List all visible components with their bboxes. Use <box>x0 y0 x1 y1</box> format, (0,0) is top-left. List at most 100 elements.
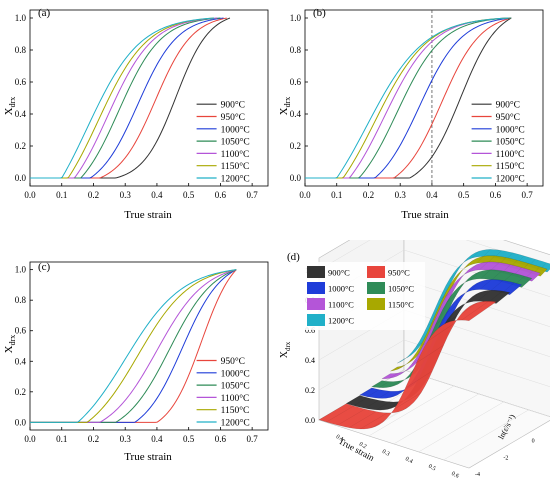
x-tick-label-a: 0.0 <box>24 190 36 200</box>
y-tick-label-a: 0.6 <box>15 77 27 87</box>
y-axis-label-a: Xdrx <box>3 97 17 116</box>
series-line-b <box>305 17 512 179</box>
surface-mesh-line <box>468 281 481 292</box>
legend-swatch-d <box>367 266 385 278</box>
x-tick-label-a: 0.1 <box>56 190 67 200</box>
legend-label-b: 1000°C <box>496 124 525 135</box>
surface-mesh-line <box>456 272 466 281</box>
floor-grid-line <box>443 409 529 461</box>
plot-frame-c <box>29 261 269 431</box>
surface-mesh-line <box>393 392 422 410</box>
x-tick-label-c: 0.6 <box>215 434 227 444</box>
series-line-b <box>305 17 512 179</box>
series-line-a <box>30 17 231 179</box>
surface-mesh-line <box>465 260 473 268</box>
legend-label-a: 1000°C <box>221 124 250 135</box>
surface-mesh-line <box>472 251 480 259</box>
x-axis-label-b: True strain <box>401 209 449 221</box>
x-tick-label-c: 0.5 <box>183 434 195 444</box>
legend-label-c: 950°C <box>221 356 245 367</box>
x-tick-label-c: 0.7 <box>247 434 259 444</box>
x-tick-label-a: 0.4 <box>151 190 163 200</box>
panel-label-a: (a) <box>38 7 51 19</box>
surface-mesh-line <box>438 308 467 328</box>
y-tick-label-b: 0.6 <box>290 77 302 87</box>
x-tick-label-d: 0.2 <box>358 441 367 450</box>
surface-mesh-line <box>405 370 433 389</box>
series-line-a <box>30 17 224 179</box>
y-tick-label-c: 0.8 <box>15 295 27 305</box>
surface-area-d: 0.00.20.40.60.81.00.10.20.30.40.50.6-4-2… <box>305 240 550 480</box>
plot-area-a: 0.0 0.1 0.2 0.3 0.4 0.5 0.6 0.7 0.0 0.2 0.4 0.6 0.8 1… <box>15 9 269 200</box>
x-tick-label-a: 0.3 <box>120 190 132 200</box>
legend-label-b: 1100°C <box>496 149 525 160</box>
surface-mesh-line <box>348 411 377 428</box>
surface-mesh-line <box>376 401 390 411</box>
chart-panel-a: (a) 0.0 0.1 0.2 0.3 0.4 0.5 0.6 0.7 0.0 0.2 0.4 0.6… <box>3 7 269 221</box>
series-line-a <box>30 17 218 179</box>
legend-label-a: 950°C <box>221 112 245 123</box>
surface-mesh-line <box>469 271 480 281</box>
x-tick-label-c: 0.0 <box>24 434 36 444</box>
legend-label-a: 900°C <box>221 100 245 111</box>
y-axis-label-d: Xdrx <box>279 341 292 358</box>
x-tick-label-c: 0.3 <box>120 434 132 444</box>
y-axis-label-c: Xdrx <box>3 335 17 354</box>
x-axis-label-a: True strain <box>124 209 172 221</box>
chart-panel-d: (d) 0.00.20.40.60.81.00.10.20.30.40.50.6… <box>279 240 550 480</box>
y-tick-label-b: 1.0 <box>290 13 302 23</box>
surface-mesh-line <box>491 270 503 280</box>
x-tick-label-b: 0.7 <box>522 190 534 200</box>
surface-mesh-line <box>453 271 462 279</box>
surface-band-950c <box>318 300 497 430</box>
x-tick-label-b: 0.5 <box>458 190 470 200</box>
surface-band-1200c <box>397 249 550 364</box>
y-tick-label-c: 0.0 <box>15 417 27 427</box>
x-tick-label-b: 0.6 <box>490 190 502 200</box>
z-tick-label-d: -4 <box>475 472 480 478</box>
y-tick-label-d: 0.4 <box>305 356 315 365</box>
surface-mesh-line <box>445 289 455 297</box>
y-tick-label-c: 1.0 <box>15 265 27 275</box>
floor-grid-line <box>418 401 504 453</box>
legend-label-c: 1050°C <box>221 381 250 392</box>
y-tick-label-c: 0.6 <box>15 326 27 336</box>
surface-mesh-line <box>367 389 380 397</box>
surface-mesh-line <box>416 344 444 364</box>
legend-label-b: 950°C <box>496 112 520 123</box>
y-tick-label-d: 0.0 <box>305 416 315 425</box>
x-tick-label-a: 0.2 <box>88 190 99 200</box>
x-tick-label-c: 0.1 <box>56 434 67 444</box>
legend-label-c: 1150°C <box>221 405 250 416</box>
plot-area-c: 0.0 0.1 0.2 0.3 0.4 0.5 0.6 0.7 0.0 0.2 0.4 0.6 0.8 1… <box>15 261 269 444</box>
y-tick-label-a: 0.0 <box>15 173 27 183</box>
surface-mesh-line <box>326 405 354 423</box>
panel-label-c: (c) <box>38 261 51 273</box>
surface-mesh-line <box>389 372 399 379</box>
x-tick-label-d: 0.1 <box>335 434 344 443</box>
surface-mesh-line <box>409 356 417 362</box>
legend-label-d: 900°C <box>328 268 350 278</box>
legend-label-b: 900°C <box>496 100 520 111</box>
series-line-a <box>30 17 215 179</box>
panel-label-d: (d) <box>287 251 300 263</box>
x-tick-label-a: 0.5 <box>183 190 195 200</box>
legend-swatch-d <box>307 314 325 326</box>
surface-mesh-line <box>371 411 399 429</box>
surface-mesh-line <box>446 293 458 303</box>
x-tick-label-d: 0.3 <box>381 449 390 458</box>
x-tick-label-d: 0.4 <box>404 456 413 465</box>
legend-label-d: 1050°C <box>388 284 414 294</box>
x-tick-label-b: 0.3 <box>395 190 407 200</box>
surface-mesh-line <box>502 282 515 293</box>
surface-mesh-line <box>479 279 492 290</box>
surface-mesh-line <box>364 400 379 409</box>
wall-grid-line <box>318 339 550 391</box>
y-tick-label-b: 0.8 <box>290 45 302 55</box>
x-tick-label-a: 0.7 <box>247 190 259 200</box>
surface-mesh-line <box>467 264 477 273</box>
legend-swatch-d <box>367 282 385 294</box>
surface-mesh-line <box>397 364 405 370</box>
y-tick-label-c: 0.2 <box>15 387 26 397</box>
x-tick-label-c: 0.2 <box>88 434 99 444</box>
